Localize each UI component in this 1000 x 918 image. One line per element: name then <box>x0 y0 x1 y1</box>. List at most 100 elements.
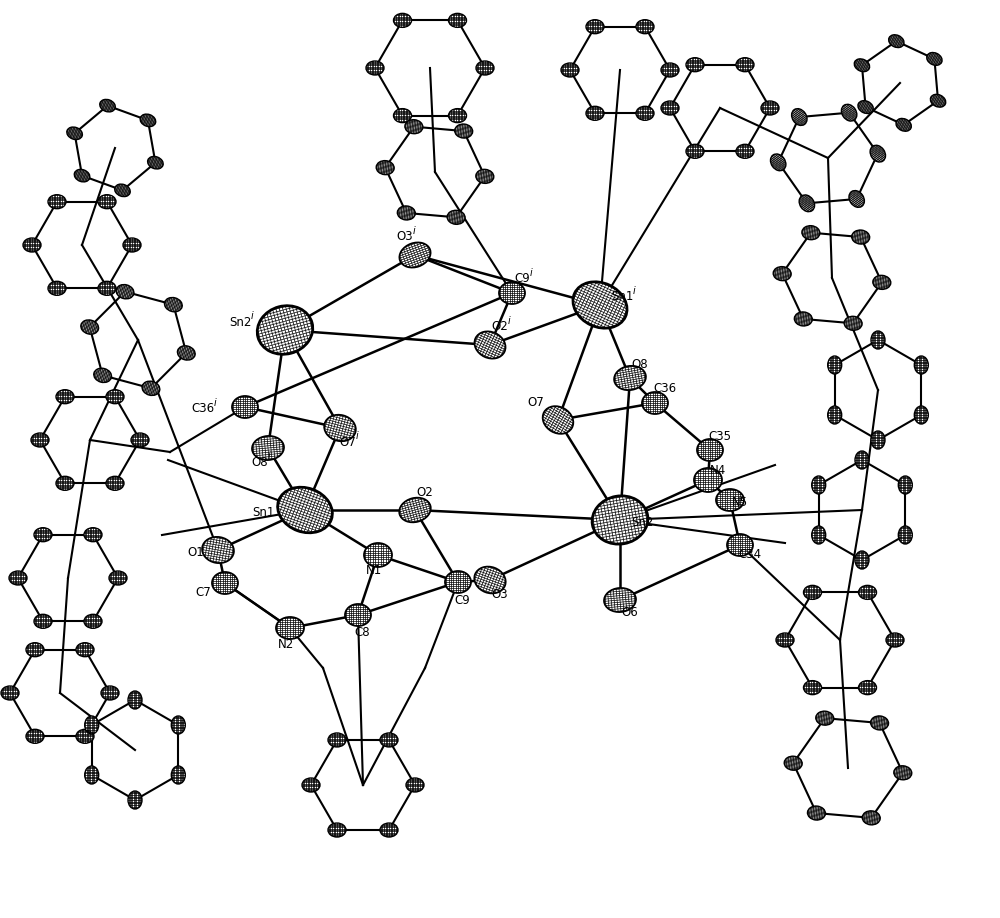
Ellipse shape <box>455 124 473 138</box>
Ellipse shape <box>586 19 604 34</box>
Ellipse shape <box>23 238 41 252</box>
Ellipse shape <box>252 436 284 460</box>
Ellipse shape <box>84 528 102 542</box>
Ellipse shape <box>380 823 398 837</box>
Ellipse shape <box>828 356 842 374</box>
Ellipse shape <box>131 433 149 447</box>
Ellipse shape <box>804 586 822 599</box>
Ellipse shape <box>773 266 791 281</box>
Ellipse shape <box>898 526 912 544</box>
Text: O8: O8 <box>252 455 268 468</box>
Ellipse shape <box>896 118 911 131</box>
Text: N1: N1 <box>366 565 382 577</box>
Ellipse shape <box>366 61 384 75</box>
Ellipse shape <box>736 144 754 158</box>
Ellipse shape <box>98 281 116 296</box>
Text: C8: C8 <box>354 626 370 640</box>
Ellipse shape <box>74 170 90 182</box>
Ellipse shape <box>816 711 834 725</box>
Ellipse shape <box>67 127 82 140</box>
Text: N2: N2 <box>278 637 294 651</box>
Text: N4: N4 <box>710 464 726 476</box>
Ellipse shape <box>232 396 258 418</box>
Ellipse shape <box>807 806 825 820</box>
Ellipse shape <box>399 242 431 267</box>
Ellipse shape <box>445 571 471 593</box>
Ellipse shape <box>828 406 842 424</box>
Ellipse shape <box>164 297 182 312</box>
Ellipse shape <box>26 643 44 656</box>
Ellipse shape <box>804 680 822 695</box>
Ellipse shape <box>101 686 119 700</box>
Ellipse shape <box>85 716 99 734</box>
Text: Sn2: Sn2 <box>229 316 251 329</box>
Ellipse shape <box>84 614 102 628</box>
Ellipse shape <box>278 487 332 532</box>
Ellipse shape <box>636 106 654 120</box>
Ellipse shape <box>257 306 313 354</box>
Ellipse shape <box>661 63 679 77</box>
Ellipse shape <box>686 144 704 158</box>
Ellipse shape <box>642 392 668 414</box>
Ellipse shape <box>914 356 928 374</box>
Text: C9: C9 <box>514 273 530 285</box>
Ellipse shape <box>76 643 94 656</box>
Ellipse shape <box>858 586 876 599</box>
Ellipse shape <box>394 108 412 123</box>
Ellipse shape <box>849 191 864 207</box>
Ellipse shape <box>48 195 66 208</box>
Text: O2: O2 <box>417 486 433 498</box>
Ellipse shape <box>794 312 812 326</box>
Ellipse shape <box>854 59 870 72</box>
Ellipse shape <box>380 733 398 747</box>
Ellipse shape <box>171 766 185 784</box>
Ellipse shape <box>148 156 163 169</box>
Ellipse shape <box>716 489 744 511</box>
Ellipse shape <box>812 526 826 544</box>
Ellipse shape <box>9 571 27 585</box>
Ellipse shape <box>328 823 346 837</box>
Ellipse shape <box>448 14 466 28</box>
Ellipse shape <box>116 285 134 299</box>
Ellipse shape <box>123 238 141 252</box>
Ellipse shape <box>858 680 876 695</box>
Ellipse shape <box>736 58 754 72</box>
Ellipse shape <box>394 14 412 28</box>
Ellipse shape <box>686 58 704 72</box>
Ellipse shape <box>844 317 862 330</box>
Ellipse shape <box>770 154 786 171</box>
Ellipse shape <box>276 617 304 639</box>
Ellipse shape <box>543 406 573 434</box>
Text: i: i <box>268 451 271 461</box>
Ellipse shape <box>476 61 494 75</box>
Ellipse shape <box>328 733 346 747</box>
Ellipse shape <box>109 571 127 585</box>
Ellipse shape <box>858 101 873 114</box>
Ellipse shape <box>802 226 820 240</box>
Text: N5: N5 <box>732 496 748 509</box>
Ellipse shape <box>81 319 99 334</box>
Ellipse shape <box>586 106 604 120</box>
Text: O6: O6 <box>622 606 638 619</box>
Ellipse shape <box>727 534 753 556</box>
Ellipse shape <box>85 766 99 784</box>
Ellipse shape <box>561 63 579 77</box>
Ellipse shape <box>855 551 869 569</box>
Ellipse shape <box>171 716 185 734</box>
Text: C7: C7 <box>195 587 211 599</box>
Ellipse shape <box>34 528 52 542</box>
Ellipse shape <box>761 101 779 115</box>
Text: O1: O1 <box>188 545 204 558</box>
Ellipse shape <box>56 390 74 404</box>
Ellipse shape <box>894 766 912 779</box>
Text: i: i <box>250 311 253 321</box>
Ellipse shape <box>604 588 636 612</box>
Ellipse shape <box>406 778 424 792</box>
Ellipse shape <box>1 686 19 700</box>
Ellipse shape <box>140 114 156 127</box>
Text: O7: O7 <box>340 435 356 449</box>
Ellipse shape <box>871 716 889 730</box>
Text: Sn1: Sn1 <box>611 290 633 304</box>
Ellipse shape <box>142 381 160 396</box>
Ellipse shape <box>128 791 142 809</box>
